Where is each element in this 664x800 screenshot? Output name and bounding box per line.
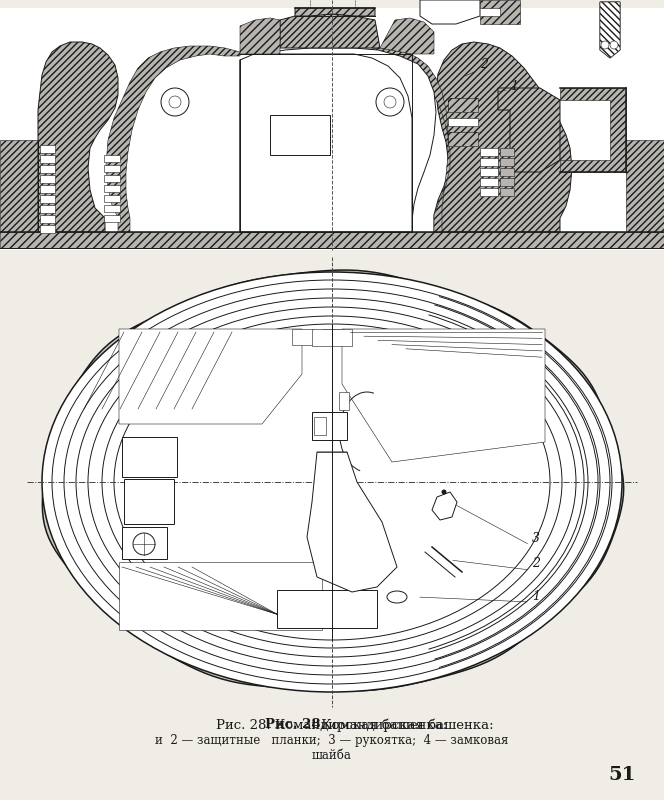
Text: 1: 1 xyxy=(532,590,540,603)
Text: 3: 3 xyxy=(532,532,540,545)
Polygon shape xyxy=(240,48,436,232)
Bar xyxy=(40,205,55,213)
Polygon shape xyxy=(0,140,38,232)
Bar xyxy=(104,205,120,212)
Polygon shape xyxy=(119,562,322,630)
Bar xyxy=(448,98,478,112)
Polygon shape xyxy=(0,232,664,248)
Bar xyxy=(270,115,330,155)
Bar xyxy=(340,467,350,485)
Bar xyxy=(500,158,514,166)
Circle shape xyxy=(376,88,404,116)
Text: 2: 2 xyxy=(532,557,540,570)
Text: 1: 1 xyxy=(510,80,518,93)
Bar xyxy=(448,132,478,146)
Bar xyxy=(124,479,174,524)
Ellipse shape xyxy=(114,324,550,640)
Circle shape xyxy=(610,41,618,49)
Bar xyxy=(448,132,478,146)
Bar xyxy=(104,215,120,222)
Bar xyxy=(40,225,55,233)
Polygon shape xyxy=(600,2,620,58)
Circle shape xyxy=(169,96,181,108)
Polygon shape xyxy=(560,88,626,172)
Bar xyxy=(104,195,120,202)
Bar xyxy=(40,145,55,153)
Circle shape xyxy=(384,96,396,108)
Polygon shape xyxy=(280,14,380,48)
Bar xyxy=(480,168,498,176)
Bar xyxy=(40,155,55,163)
Polygon shape xyxy=(312,329,352,346)
Bar xyxy=(314,417,326,435)
Bar xyxy=(40,195,55,203)
Bar xyxy=(104,175,120,182)
Polygon shape xyxy=(295,8,375,16)
Bar xyxy=(322,329,344,345)
Circle shape xyxy=(442,490,446,494)
Bar xyxy=(480,158,498,166)
Polygon shape xyxy=(498,88,560,172)
Bar xyxy=(480,178,498,186)
Bar xyxy=(500,168,514,176)
Bar xyxy=(312,412,347,440)
Bar xyxy=(339,392,349,410)
Polygon shape xyxy=(342,329,545,462)
Polygon shape xyxy=(626,140,664,232)
Bar xyxy=(40,215,55,223)
Polygon shape xyxy=(119,329,302,424)
Bar xyxy=(104,155,120,162)
Bar xyxy=(40,175,55,183)
Ellipse shape xyxy=(42,272,622,692)
Polygon shape xyxy=(240,18,280,54)
Bar xyxy=(500,148,514,156)
Polygon shape xyxy=(380,18,434,54)
Text: Командирская башенка:: Командирская башенка: xyxy=(317,718,493,731)
Bar xyxy=(500,188,514,196)
Polygon shape xyxy=(480,0,520,24)
Polygon shape xyxy=(42,270,623,691)
Text: шайба: шайба xyxy=(312,749,352,762)
Polygon shape xyxy=(420,0,480,24)
Text: Рис. 28. Командирская башенка:: Рис. 28. Командирская башенка: xyxy=(216,718,448,731)
Bar xyxy=(104,185,120,192)
Circle shape xyxy=(133,533,155,555)
Ellipse shape xyxy=(52,280,612,684)
Text: 2: 2 xyxy=(480,58,488,71)
Bar xyxy=(292,329,314,345)
Bar xyxy=(448,98,478,112)
Text: и  2 — защитные   планки;  3 — рукоятка;  4 — замковая: и 2 — защитные планки; 3 — рукоятка; 4 —… xyxy=(155,734,509,747)
Polygon shape xyxy=(240,54,412,232)
Polygon shape xyxy=(354,48,450,232)
Bar xyxy=(104,165,120,172)
Bar xyxy=(500,178,514,186)
Polygon shape xyxy=(307,452,397,592)
Bar xyxy=(122,527,167,559)
Polygon shape xyxy=(38,42,118,232)
Bar xyxy=(40,165,55,173)
Bar xyxy=(480,188,498,196)
Bar xyxy=(480,148,498,156)
Bar xyxy=(277,590,377,628)
Bar xyxy=(122,437,177,477)
Bar xyxy=(40,185,55,193)
Ellipse shape xyxy=(387,591,407,603)
Polygon shape xyxy=(106,46,240,232)
Text: 51: 51 xyxy=(608,766,635,784)
Polygon shape xyxy=(434,42,572,232)
Bar xyxy=(0,8,664,250)
Polygon shape xyxy=(600,2,620,58)
Circle shape xyxy=(161,88,189,116)
Bar xyxy=(448,118,478,126)
Circle shape xyxy=(601,41,609,49)
Text: Рис. 28.: Рис. 28. xyxy=(265,718,325,731)
